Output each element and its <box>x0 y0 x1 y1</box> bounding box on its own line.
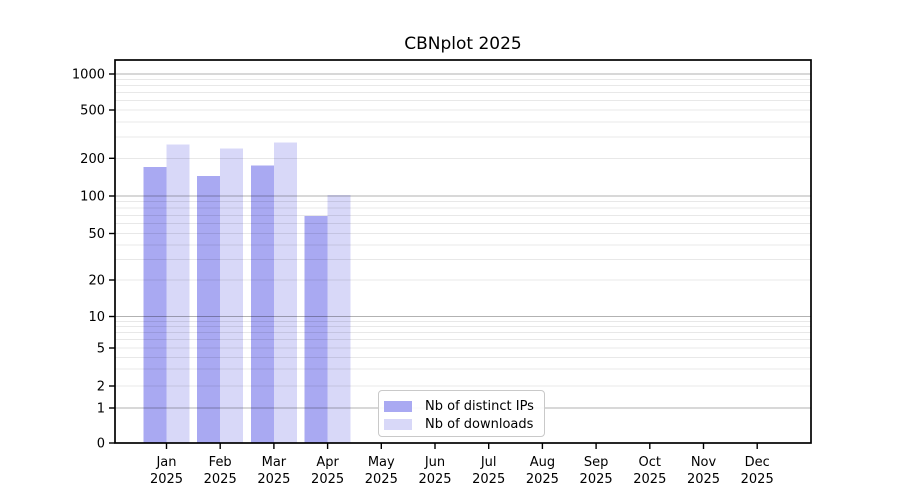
x-tick-label-year: 2025 <box>257 472 290 487</box>
y-tick-label: 100 <box>80 190 105 205</box>
bar-distinct-ips-jan <box>143 167 167 443</box>
bar-distinct-ips-feb <box>197 175 221 444</box>
x-tick-label-year: 2025 <box>311 472 344 487</box>
x-tick-label-year: 2025 <box>150 472 183 487</box>
plot-border <box>114 59 812 444</box>
y-tick-label: 1000 <box>72 68 105 83</box>
bar-distinct-ips-mar <box>250 165 274 443</box>
gridlines <box>115 73 811 409</box>
x-tick-label-year: 2025 <box>687 472 720 487</box>
bar-distinct-ips-apr <box>304 216 328 443</box>
y-tick-label: 10 <box>88 310 105 325</box>
x-tick-label-year: 2025 <box>633 472 666 487</box>
x-tick-label-year: 2025 <box>204 472 237 487</box>
y-tick-label: 1 <box>97 402 105 417</box>
x-tick-label-month: Sep <box>584 455 609 470</box>
x-tick-label-month: Mar <box>262 455 287 470</box>
y-axis: 0 1 2 5 10 20 50 100 200 500 1000 <box>72 68 115 452</box>
bar-downloads-jan <box>166 144 190 443</box>
x-tick-label-month: Oct <box>639 455 661 470</box>
x-tick-label-month: May <box>368 455 395 470</box>
x-tick-label-month: Jul <box>480 455 497 470</box>
x-tick-label-year: 2025 <box>365 472 398 487</box>
legend-swatch <box>384 418 412 430</box>
x-tick-label-month: Aug <box>530 455 555 470</box>
x-tick-label-year: 2025 <box>580 472 613 487</box>
legend: Nb of distinct IPs Nb of downloads <box>378 390 545 437</box>
x-tick-label-year: 2025 <box>741 472 774 487</box>
y-tick-label: 2 <box>97 380 105 395</box>
x-tick-label-year: 2025 <box>472 472 505 487</box>
x-tick-label-month: Nov <box>691 455 717 470</box>
bar-downloads-apr <box>327 194 351 443</box>
legend-label: Nb of downloads <box>425 416 534 432</box>
x-tick-label-month: Dec <box>745 455 770 470</box>
x-tick-label-year: 2025 <box>526 472 559 487</box>
y-tick-label: 0 <box>97 437 105 452</box>
chart-title: CBNplot 2025 <box>404 34 522 54</box>
y-tick-label: 200 <box>80 152 105 167</box>
bars <box>143 142 351 444</box>
bar-downloads-feb <box>220 148 244 443</box>
x-tick-label-month: Feb <box>209 455 232 470</box>
legend-item: Nb of downloads <box>384 415 544 433</box>
x-tick-label-month: Jan <box>155 455 176 470</box>
x-tick-label-month: Jun <box>424 455 445 470</box>
y-tick-label: 5 <box>97 342 105 357</box>
y-tick-label: 20 <box>88 274 105 289</box>
x-tick-label-month: Apr <box>316 455 339 470</box>
x-tick-label-year: 2025 <box>418 472 451 487</box>
x-axis: Jan 2025 Feb 2025 Mar 2025 Apr 2025 May 2025 Jun 20… <box>150 443 774 487</box>
y-tick-label: 500 <box>80 104 105 119</box>
y-tick-label: 50 <box>88 227 105 242</box>
bar-downloads-mar <box>273 142 297 443</box>
legend-swatch <box>384 400 412 412</box>
legend-item: Nb of distinct IPs <box>384 397 544 415</box>
legend-label: Nb of distinct IPs <box>425 398 534 414</box>
